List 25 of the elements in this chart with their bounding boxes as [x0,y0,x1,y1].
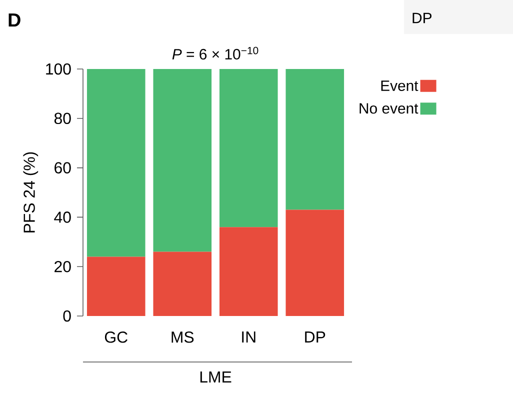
x-axis-title: LME [200,372,232,382]
y-tick-label: 60 [54,162,71,174]
x-tick-label: MS [172,332,194,343]
y-tick-label: 100 [46,63,71,75]
bar [153,69,212,252]
x-tick-label: GC [104,332,128,343]
chart-title: P = 6 × 10$^{−10}$ [172,46,258,60]
y-tick-label: 20 [54,260,71,272]
text: D [8,14,20,27]
bar [286,210,344,316]
bar [286,69,344,210]
bar [86,69,146,257]
bar [86,256,146,316]
y-tick-label: 0 [63,310,71,322]
bar [153,252,212,316]
text: DP [412,12,432,24]
y-axis-title: PFS 24 (%) [23,152,38,232]
bar [219,227,278,316]
bar [219,69,278,228]
legend-label: Event [381,80,418,92]
y-tick-label: 40 [54,212,71,223]
x-tick-label: DP [305,332,326,342]
x-tick-label: IN [242,332,256,342]
legend-label: No event [360,103,418,114]
y-tick-label: 80 [54,112,71,124]
